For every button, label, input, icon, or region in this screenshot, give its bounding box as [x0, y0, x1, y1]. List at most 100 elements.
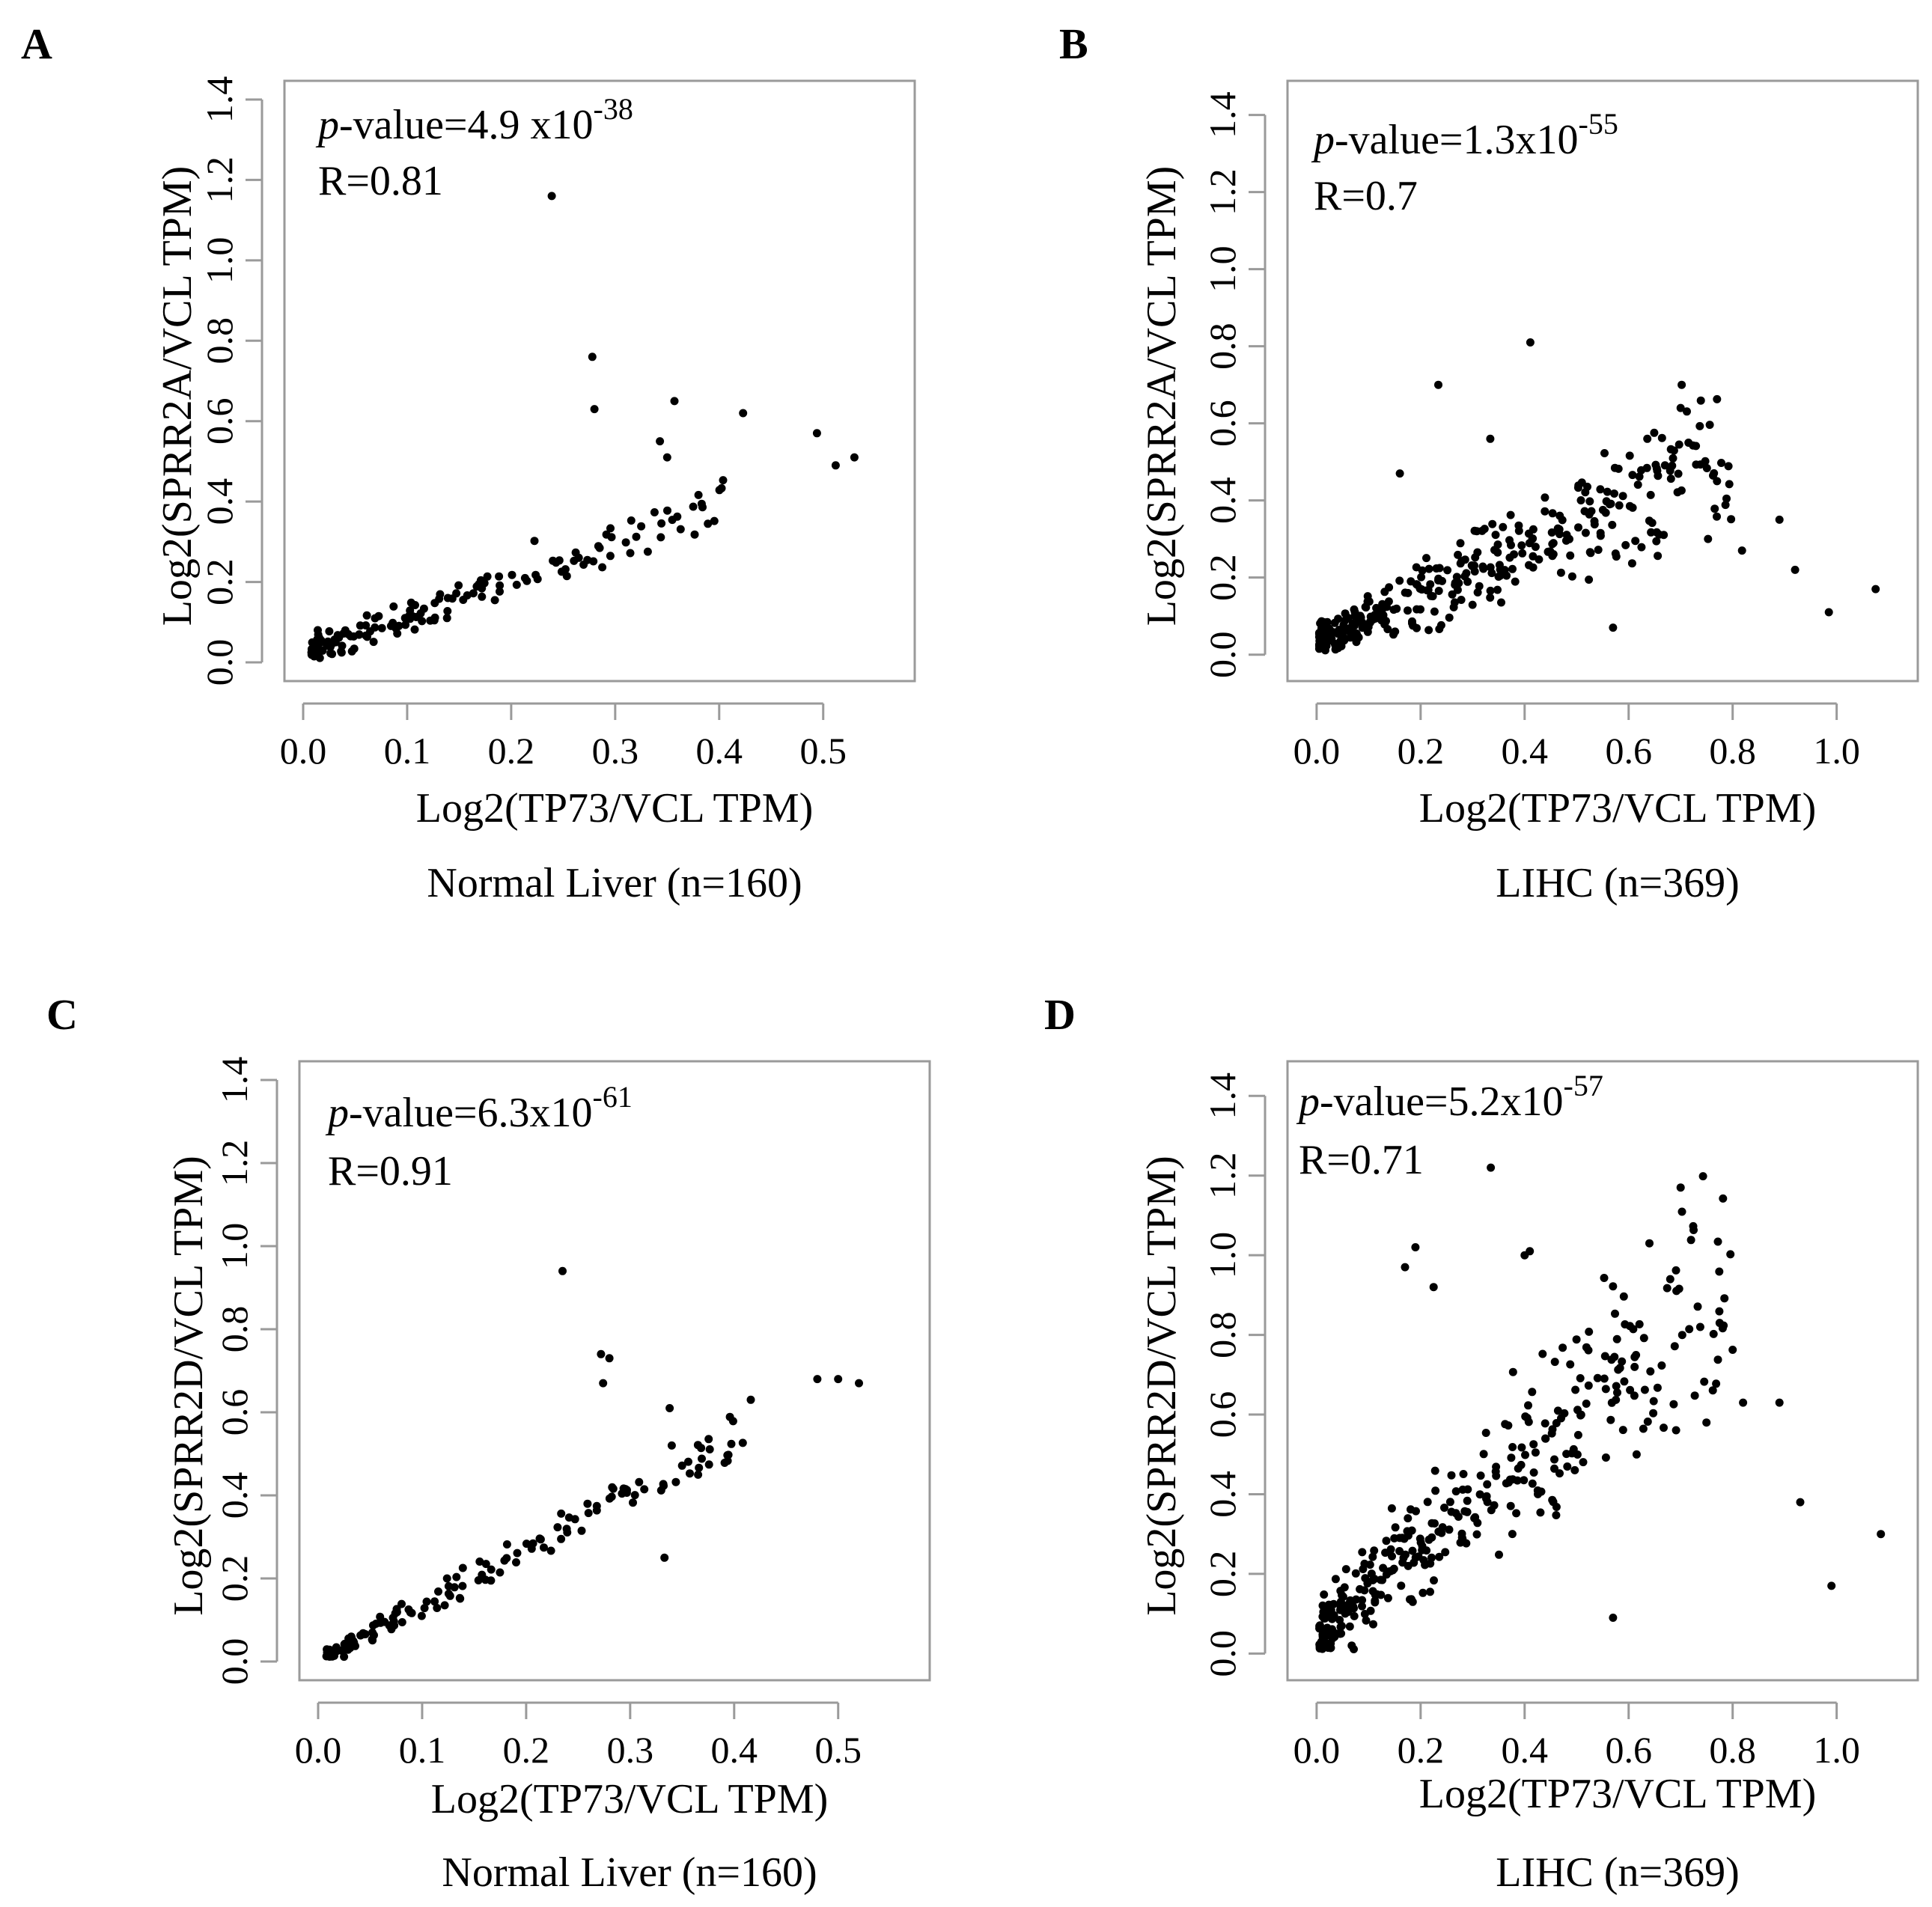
- data-point: [694, 490, 703, 499]
- data-point: [1700, 1377, 1709, 1386]
- x-tick-label: 0.0: [280, 730, 327, 772]
- data-point: [588, 353, 597, 361]
- data-point: [1567, 572, 1576, 581]
- data-point: [1612, 1334, 1621, 1343]
- pvalue-exponent: -38: [594, 92, 633, 126]
- data-point: [1600, 1374, 1609, 1383]
- y-tick-label: 1.4: [213, 1057, 255, 1104]
- data-point: [1363, 627, 1372, 636]
- data-point: [392, 1605, 401, 1614]
- data-point: [1471, 1513, 1480, 1522]
- data-point: [1429, 1283, 1438, 1292]
- data-point: [1529, 1440, 1538, 1449]
- y-tick-label: 1.2: [1201, 1152, 1243, 1199]
- x-tick-label: 0.4: [711, 1729, 758, 1771]
- data-point: [1590, 520, 1599, 529]
- data-point: [1827, 1581, 1836, 1590]
- data-point: [1475, 1490, 1484, 1499]
- data-point: [430, 613, 439, 622]
- data-point: [1521, 1412, 1530, 1421]
- data-point: [1621, 1320, 1630, 1328]
- data-point: [1430, 607, 1439, 616]
- data-point: [697, 499, 706, 508]
- data-point: [1418, 1546, 1427, 1554]
- data-point: [1601, 1453, 1610, 1462]
- data-point: [1566, 1360, 1575, 1369]
- data-point: [577, 1526, 586, 1535]
- pvalue-annotation: p-value=1.3x10-55: [1311, 107, 1618, 163]
- data-point: [665, 1404, 674, 1412]
- data-point: [1487, 1506, 1496, 1515]
- data-point: [738, 1438, 747, 1447]
- panel-B: B 0.0 0.2 0.4 0.6 0.8 1.0 0.0 0.2 0.4 0.6 0.8 1.0 1.2…: [1059, 19, 1919, 906]
- data-point: [1695, 421, 1704, 430]
- data-point: [440, 1601, 449, 1610]
- data-point: [813, 1375, 822, 1384]
- data-point: [1583, 482, 1591, 491]
- data-point: [1702, 464, 1711, 472]
- data-point: [1508, 564, 1517, 573]
- data-point: [564, 1513, 573, 1522]
- data-point: [1649, 1397, 1658, 1406]
- data-point: [1541, 1434, 1550, 1443]
- data-point: [1640, 1385, 1649, 1394]
- data-point: [1422, 586, 1431, 595]
- data-point: [1558, 1343, 1567, 1352]
- data-point: [1614, 1365, 1623, 1374]
- x-tick-label: 0.0: [295, 1729, 342, 1771]
- data-point: [694, 1470, 703, 1479]
- data-point: [1877, 1530, 1886, 1539]
- data-point: [584, 1509, 593, 1518]
- data-point: [1686, 1236, 1695, 1245]
- data-point: [1677, 486, 1686, 495]
- data-point: [1727, 515, 1736, 524]
- data-point: [1611, 549, 1620, 558]
- data-point: [1491, 531, 1500, 540]
- data-point: [1600, 1274, 1609, 1282]
- data-point: [643, 547, 652, 556]
- data-point: [607, 1492, 616, 1501]
- data-point: [1481, 1429, 1490, 1437]
- data-point: [1548, 509, 1557, 518]
- data-point: [1626, 1385, 1635, 1394]
- data-point: [1457, 1533, 1466, 1542]
- data-point: [746, 1395, 755, 1404]
- data-point: [1440, 1504, 1448, 1512]
- data-point: [1548, 1425, 1557, 1434]
- data-point: [463, 591, 472, 599]
- y-tick-label: 0.4: [213, 1472, 255, 1519]
- data-point: [1582, 1400, 1591, 1408]
- data-point: [1445, 1498, 1454, 1507]
- panel-A: A 0.0 0.1 0.2 0.3 0.4 0.5 0.0 0.2 0.4 0.6 0.8 1.0 1.2…: [21, 19, 916, 906]
- data-point: [1367, 1569, 1376, 1578]
- data-point: [502, 1554, 511, 1563]
- y-tick-label: 1.4: [198, 76, 240, 123]
- data-point: [704, 1435, 713, 1444]
- data-point: [1585, 576, 1594, 584]
- data-point: [1495, 1550, 1503, 1559]
- data-point: [1709, 1329, 1718, 1338]
- data-point: [1666, 1275, 1674, 1284]
- data-point: [483, 572, 492, 581]
- data-point: [1601, 1385, 1610, 1394]
- data-point: [1531, 543, 1540, 552]
- y-tick-label: 1.2: [213, 1140, 255, 1187]
- data-point: [1628, 471, 1637, 480]
- data-point: [1316, 619, 1325, 628]
- data-point: [1558, 516, 1567, 525]
- data-point: [1345, 1622, 1354, 1631]
- y-tick-label: 0.4: [1201, 1471, 1243, 1518]
- data-point: [1728, 1346, 1737, 1354]
- data-point: [314, 626, 322, 635]
- data-point: [433, 1604, 442, 1612]
- data-point: [1650, 428, 1659, 437]
- y-axis-title: Log2(SPRR2D/VCL TPM): [1139, 1156, 1185, 1616]
- pvalue-exponent: -57: [1564, 1069, 1603, 1102]
- data-point: [1506, 510, 1515, 519]
- data-point: [1486, 586, 1495, 595]
- data-point: [1494, 573, 1503, 581]
- y-tick-label: 0.8: [198, 317, 240, 364]
- data-point: [579, 561, 588, 569]
- data-point: [458, 1563, 467, 1572]
- data-point: [325, 627, 334, 635]
